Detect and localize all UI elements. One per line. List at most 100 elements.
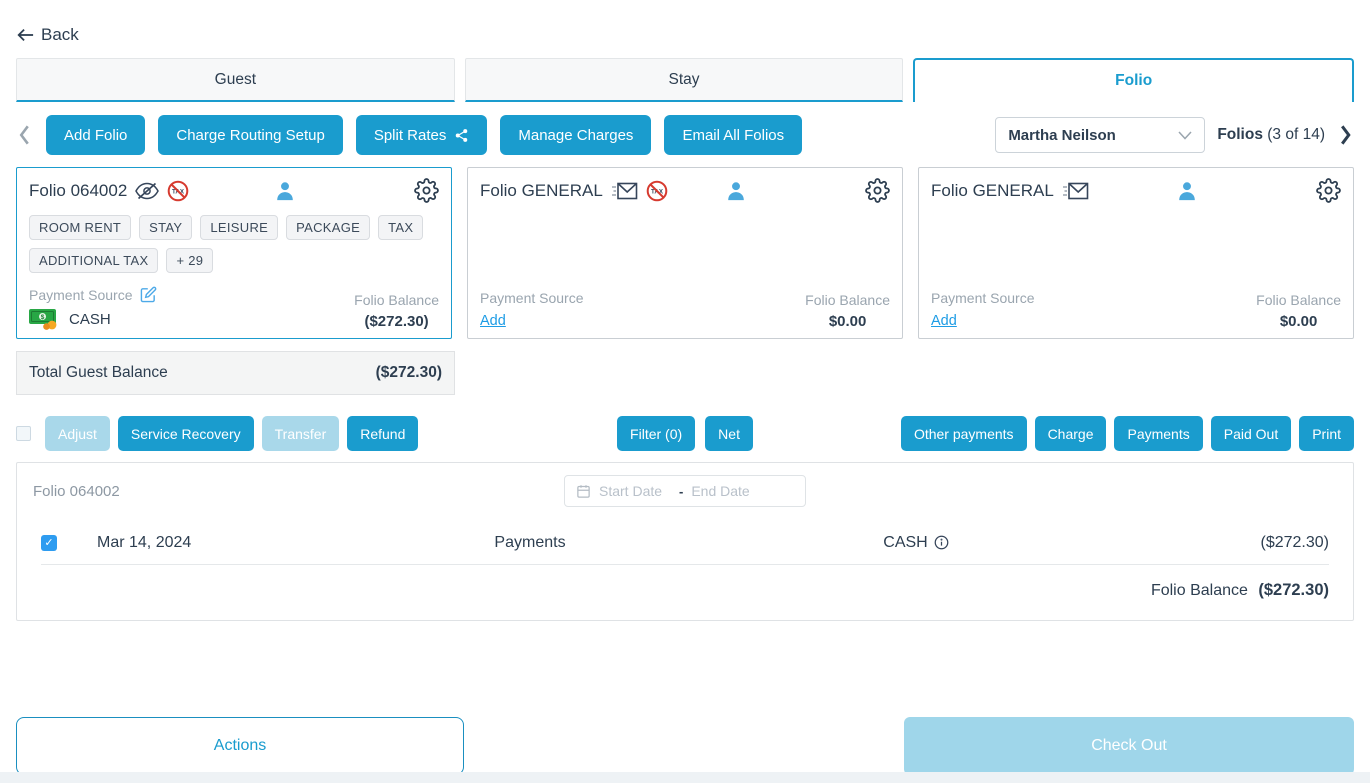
charge-button[interactable]: Charge [1034,416,1107,451]
table-header: Folio 064002 - [17,463,1353,521]
date-range-picker[interactable]: - [564,475,806,507]
next-folio-chevron[interactable] [1337,124,1354,146]
payment-source-label: Payment Source [29,286,133,303]
folio-balance-label: Folio Balance [805,292,890,308]
back-button[interactable]: Back [16,25,79,45]
folio-balance-label: Folio Balance [354,292,439,308]
table-folio-balance-label: Folio Balance [1150,582,1248,599]
filter-button[interactable]: Filter (0) [617,416,696,451]
payments-button[interactable]: Payments [1114,416,1203,451]
footer-strip [0,772,1370,783]
row-checkbox-checked[interactable] [41,534,57,551]
guest-person-icon[interactable] [1176,180,1198,202]
check-out-button[interactable]: Check Out [904,717,1354,775]
edit-payment-source-icon[interactable] [140,286,157,303]
actions-center-group: Filter (0) Net [617,416,753,451]
folios-counter: Folios (3 of 14) [1217,126,1325,144]
folio-title: Folio GENERAL [931,180,1054,200]
guest-select[interactable]: Martha Neilson [995,117,1206,153]
transaction-amount: ($272.30) [1260,533,1330,551]
email-all-folios-button[interactable]: Email All Folios [664,115,803,155]
start-date-input[interactable] [599,483,671,499]
transaction-row[interactable]: Mar 14, 2024 Payments CASH ($272.30) [41,521,1329,565]
back-arrow-icon [16,27,34,43]
prev-folio-chevron[interactable] [16,124,33,146]
folios-label: Folios [1217,126,1263,143]
guest-person-icon[interactable] [274,180,296,202]
folio-balance-value: $0.00 [828,313,867,330]
manage-charges-button[interactable]: Manage Charges [500,115,652,155]
payment-method-row: $ CASH [29,308,157,330]
guest-person-icon[interactable] [725,180,747,202]
folio-title-group: Folio GENERAL [931,181,1089,201]
card-bottom: Payment Source $ [29,286,439,330]
calendar-icon [576,484,591,499]
bottom-button-row: Actions Check Out [16,717,1354,775]
payment-source-label-row: Payment Source [29,286,157,303]
transfer-button[interactable]: Transfer [261,416,340,451]
folio-balance-block: Folio Balance $0.00 [1256,292,1341,330]
folio-balance-label: Folio Balance [1256,292,1341,308]
end-date-input[interactable] [691,483,764,499]
tab-bar: Guest Stay Folio [16,58,1355,102]
split-rates-label: Split Rates [373,126,447,144]
tag-additional-tax: ADDITIONAL TAX [29,248,159,273]
cash-icon: $ [29,308,60,330]
transaction-type: Payments [494,533,566,551]
eye-slash-icon [135,182,160,200]
folios-count: (3 of 14) [1267,126,1325,143]
refund-button[interactable]: Refund [347,416,419,451]
actions-left-group: Adjust Service Recovery Transfer Refund [16,416,617,451]
total-guest-balance-label: Total Guest Balance [29,364,168,381]
tab-stay[interactable]: Stay [464,58,904,102]
transactions-actions-bar: Adjust Service Recovery Transfer Refund … [16,416,1355,451]
info-icon[interactable] [934,535,949,550]
add-payment-source-link[interactable]: Add [480,313,506,329]
folio-balance-value: $0.00 [1279,313,1318,330]
no-tax-icon: TAX [646,180,668,202]
payment-source-label-row: Payment Source [480,290,584,306]
net-button[interactable]: Net [705,416,753,451]
guest-select-value: Martha Neilson [1008,126,1116,144]
select-all-checkbox[interactable] [16,426,31,441]
paid-out-button[interactable]: Paid Out [1210,416,1292,451]
payment-source-block: Payment Source Add [931,290,1035,330]
folio-card-general-2[interactable]: Folio GENERAL [918,167,1354,339]
payment-source-block: Payment Source Add [480,290,584,330]
tag-leisure: LEISURE [200,215,279,240]
actions-button[interactable]: Actions [16,717,464,775]
tag-tax: TAX [378,215,424,240]
other-payments-button[interactable]: Other payments [900,416,1027,451]
tag-package: PACKAGE [286,215,371,240]
adjust-button[interactable]: Adjust [45,416,110,451]
folio-title: Folio 064002 [29,180,128,200]
card-bottom: Payment Source Add Folio Balance $0.00 [931,290,1341,330]
tab-folio[interactable]: Folio [913,58,1355,102]
folio-balance-block: Folio Balance $0.00 [805,292,890,330]
tag-more-count[interactable]: + 29 [166,248,214,273]
folio-settings-gear-icon[interactable] [865,178,890,203]
table-folio-label: Folio 064002 [33,483,120,500]
folio-title: Folio GENERAL [480,180,603,200]
add-payment-source-link[interactable]: Add [931,313,957,329]
payment-source-label: Payment Source [931,290,1035,306]
table-footer: Folio Balance ($272.30) [17,565,1353,620]
svg-text:$: $ [41,314,45,321]
charge-routing-setup-button[interactable]: Charge Routing Setup [158,115,343,155]
tab-guest[interactable]: Guest [16,58,455,102]
tag-stay: STAY [139,215,193,240]
payment-source-label: Payment Source [480,290,584,306]
folio-settings-gear-icon[interactable] [1316,178,1341,203]
folio-settings-gear-icon[interactable] [414,178,439,203]
email-sent-icon [1062,182,1089,200]
folio-card-064002[interactable]: Folio 064002 TAX [16,167,452,339]
service-recovery-button[interactable]: Service Recovery [117,416,254,451]
print-button[interactable]: Print [1299,416,1355,451]
folio-card-header: Folio GENERAL TAX [480,178,890,203]
folio-title-group: Folio GENERAL TAX [480,180,668,202]
back-label: Back [41,25,79,44]
folio-card-general-1[interactable]: Folio GENERAL TAX [467,167,903,339]
split-rates-button[interactable]: Split Rates [355,115,488,155]
payment-source-block: Payment Source $ [29,286,157,330]
add-folio-button[interactable]: Add Folio [46,115,146,155]
